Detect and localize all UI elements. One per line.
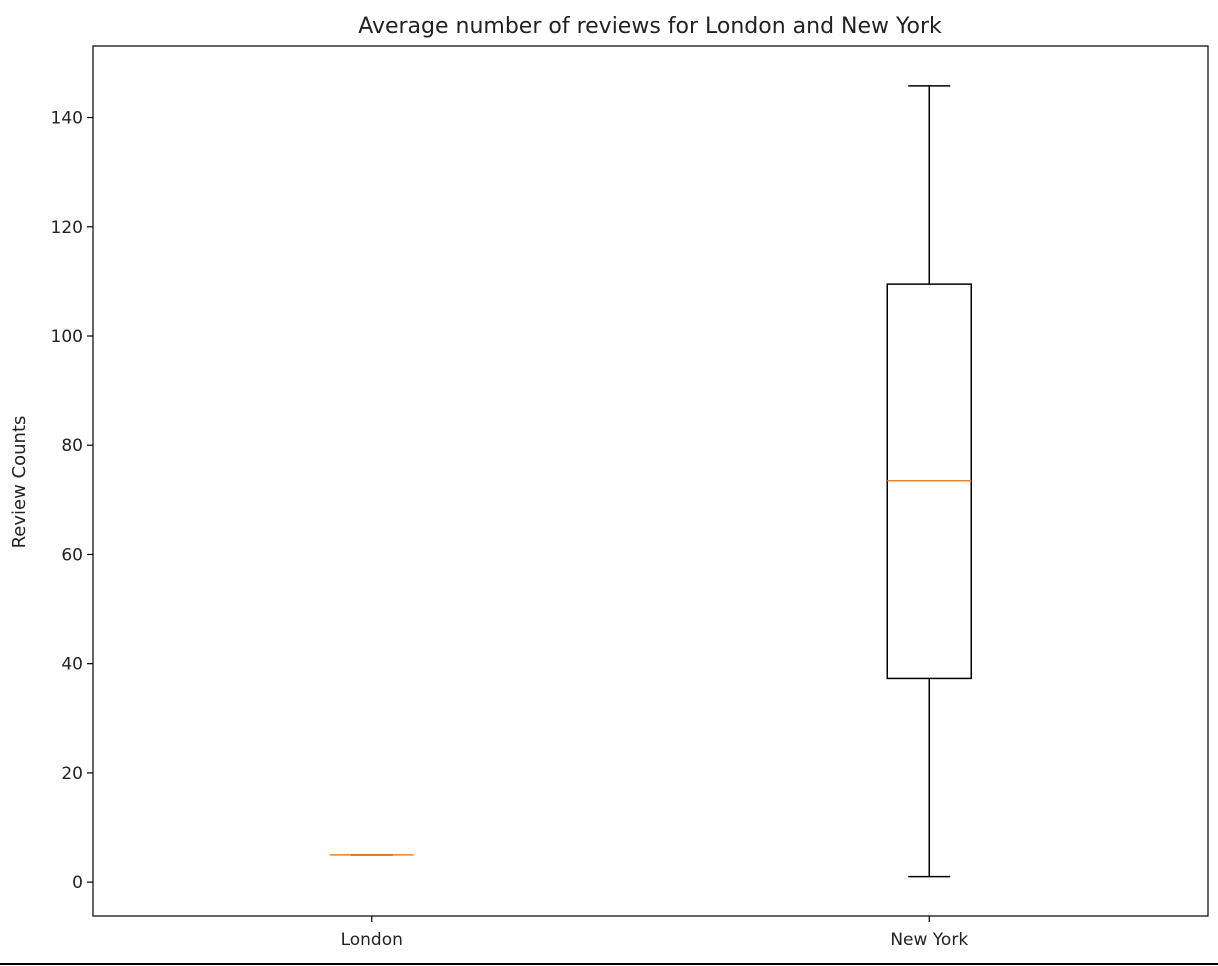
plot-layer: 0 20 40 60 80 100 120 140 London New York	[51, 85, 972, 950]
y-tick-label: 0	[72, 873, 83, 893]
plot-frame	[92, 45, 1209, 917]
x-tick-label: New York	[890, 930, 968, 950]
y-tick-label: 40	[61, 655, 83, 675]
y-tick-label: 80	[61, 436, 83, 456]
y-tick-label: 120	[51, 218, 83, 238]
y-tick-label: 140	[51, 109, 83, 129]
y-axis-label: Review Counts	[9, 416, 30, 549]
y-tick-label: 100	[51, 327, 83, 347]
bottom-divider	[0, 963, 1218, 965]
chart-title: Average number of reviews for London and…	[358, 14, 942, 39]
y-tick-label: 60	[61, 545, 83, 565]
y-tick-label: 20	[61, 764, 83, 784]
x-tick-label: London	[341, 930, 403, 950]
